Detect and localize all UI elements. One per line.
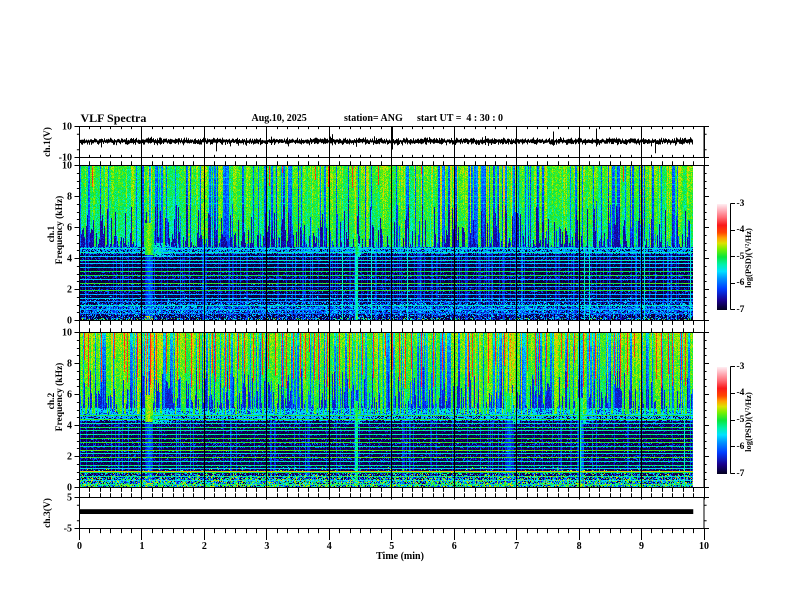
ch2-frequency-tick-label: 10 [62, 327, 72, 338]
time-tick-label: 5 [389, 541, 395, 552]
ch3-voltage-tick-label: 5 [67, 492, 72, 503]
ch3-constant-level-trace [80, 509, 694, 515]
figure-title: VLF Spectra [80, 111, 147, 126]
ch1-voltage-tick-label: -10 [58, 152, 72, 163]
ch1-frequency-tick-label: 6 [67, 222, 72, 233]
ch1-colorbar-tick-label: -6 [736, 278, 745, 288]
ch1-voltage-axis-label: ch.1(V) [42, 127, 53, 157]
time-tick-label: 4 [326, 541, 332, 552]
ch1-frequency-tick-label: 4 [67, 253, 72, 264]
ch2-frequency-tick-label: 8 [67, 358, 72, 369]
ch2-colorbar [717, 366, 727, 474]
ch1-voltage-tick-label: 10 [62, 121, 72, 132]
date-label: Aug.10, 2025 [251, 113, 307, 125]
time-tick-label: 2 [201, 541, 207, 552]
ch1-colorbar-tick-label: -5 [736, 251, 745, 262]
time-tick-label: 3 [264, 541, 270, 552]
ch2-frequency-axis-label: Frequency (kHz) [55, 362, 65, 432]
ch1-colorbar-tick-label: -7 [736, 304, 745, 315]
ch2-colorbar-tick-label: -6 [736, 441, 745, 452]
ch1-spectrogram [80, 166, 693, 321]
time-tick-label: 8 [576, 541, 582, 552]
time-tick-label: 1 [139, 541, 145, 552]
ch2-colorbar-tick-label: -5 [736, 415, 745, 425]
ch2-colorbar-tick-label: -3 [736, 361, 745, 372]
ch2-spectrogram [80, 333, 693, 488]
time-tick-label: 10 [699, 541, 709, 552]
ch2-frequency-tick-label: 4 [67, 420, 72, 431]
ch1-frequency-tick-label: 10 [62, 160, 72, 171]
time-tick-label: 6 [451, 541, 457, 552]
time-tick-label: 9 [639, 541, 645, 552]
ch1-waveform-plot [80, 127, 693, 157]
ch3-voltage-tick-label: -5 [63, 523, 72, 534]
ch1-frequency-tick-label: 0 [67, 315, 72, 326]
time-tick-label: 0 [77, 541, 82, 552]
time-tick-label: 7 [514, 541, 520, 552]
ch3-voltage-axis-label: ch.3(V) [42, 498, 53, 528]
ch1-colorbar [717, 203, 727, 310]
ch1-frequency-axis-label: Frequency (kHz) [55, 195, 65, 265]
ch2-frequency-tick-label: 2 [67, 451, 72, 462]
ch1-frequency-tick-label: 2 [67, 284, 72, 295]
ch1-colorbar-tick-label: -3 [736, 198, 745, 209]
station-label: station= ANG [344, 113, 403, 125]
ch2-colorbar-tick-label: -4 [736, 388, 745, 399]
ch1-frequency-tick-label: 8 [67, 191, 72, 202]
start-ut-label: start UT = 4 : 30 : 0 [417, 113, 504, 125]
ch2-frequency-tick-label: 6 [67, 389, 72, 400]
ch2-colorbar-label: log(PSD)(V²/Hz) [743, 392, 753, 452]
ch2-frequency-tick-label: 0 [67, 482, 72, 493]
ch1-colorbar-label: log(PSD)(V²/Hz) [743, 228, 753, 288]
time-axis-title: Time (min) [376, 551, 424, 562]
ch1-colorbar-tick-label: -4 [736, 225, 745, 235]
ch2-colorbar-tick-label: -7 [736, 468, 745, 479]
